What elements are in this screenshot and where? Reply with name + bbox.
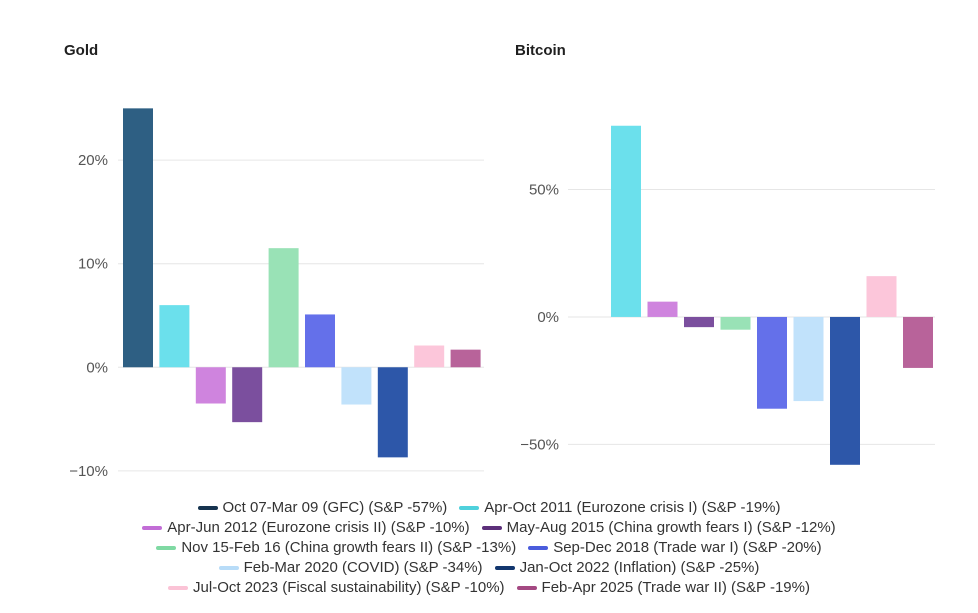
legend-item: May-Aug 2015 (China growth fears I) (S&P… <box>481 518 836 538</box>
legend-row: Feb-Mar 2020 (COVID) (S&P -34%) Jan-Oct 2… <box>0 558 978 578</box>
legend-label: Feb-Apr 2025 (Trade war II) (S&P -19%) <box>541 579 810 596</box>
bitcoin-bars <box>611 125 933 465</box>
bitcoin-bar <box>757 316 787 409</box>
legend-item: Apr-Jun 2012 (Eurozone crisis II) (S&P -… <box>142 518 470 538</box>
legend-item: Feb-Mar 2020 (COVID) (S&P -34%) <box>218 558 483 578</box>
legend-swatch <box>494 566 515 570</box>
gold-bar <box>305 314 335 368</box>
gold-bar <box>268 248 299 368</box>
legend-item: Nov 15-Feb 16 (China growth fears II) (S… <box>156 538 516 558</box>
legend-label: Apr-Oct 2011 (Eurozone crisis I) (S&P -1… <box>484 499 781 516</box>
gold-bar <box>159 305 190 368</box>
gold-y-axis: −10% 0% 10% 20% <box>69 152 108 480</box>
gold-y-tick-label: 0% <box>86 359 108 376</box>
bitcoin-bar <box>830 316 860 465</box>
bitcoin-y-axis: −50% 0% 50% <box>520 181 559 453</box>
gold-bar <box>232 367 263 423</box>
legend-swatch <box>142 526 163 530</box>
legend-label: Sep-Dec 2018 (Trade war I) (S&P -20%) <box>553 539 822 556</box>
gold-bar <box>123 108 153 368</box>
bitcoin-bar <box>611 125 641 317</box>
legend-swatch <box>528 546 549 550</box>
bitcoin-y-tick-label: −50% <box>520 436 559 453</box>
bitcoin-bar <box>866 276 897 317</box>
gold-bar <box>195 367 226 404</box>
gold-y-tick-label: 20% <box>78 152 108 169</box>
gold-gridlines <box>118 159 484 472</box>
legend-label: Oct 07-Mar 09 (GFC) (S&P -57%) <box>222 499 448 516</box>
gold-chart: Gold −10% 0% 10% 20% <box>64 42 484 480</box>
legend-item: Jul-Oct 2023 (Fiscal sustainability) (S&… <box>168 578 505 598</box>
legend-item: Jan-Oct 2022 (Inflation) (S&P -25%) <box>494 558 760 578</box>
legend-label: Feb-Mar 2020 (COVID) (S&P -34%) <box>243 559 483 576</box>
legend-row: Apr-Jun 2012 (Eurozone crisis II) (S&P -… <box>0 518 978 538</box>
gold-bar <box>341 367 372 405</box>
gold-bars <box>123 108 481 458</box>
legend-swatch <box>218 566 239 570</box>
bitcoin-bar <box>720 316 751 330</box>
legend-row: Nov 15-Feb 16 (China growth fears II) (S… <box>0 538 978 558</box>
legend-swatch <box>481 526 502 530</box>
legend-swatch <box>168 586 189 590</box>
gold-y-tick-label: 10% <box>78 256 108 273</box>
gold-bar <box>414 345 445 368</box>
bitcoin-y-tick-label: 50% <box>529 181 559 198</box>
legend-swatch <box>516 586 537 590</box>
legend-row: Jul-Oct 2023 (Fiscal sustainability) (S&… <box>0 578 978 598</box>
bitcoin-bar <box>647 301 678 317</box>
legend-row: Oct 07-Mar 09 (GFC) (S&P -57%) Apr-Oct 20… <box>0 498 978 518</box>
bitcoin-bar <box>793 316 824 402</box>
bitcoin-bar <box>684 316 714 328</box>
legend-item: Apr-Oct 2011 (Eurozone crisis I) (S&P -1… <box>459 498 781 518</box>
gold-bar <box>450 349 481 368</box>
legend-item: Feb-Apr 2025 (Trade war II) (S&P -19%) <box>516 578 810 598</box>
bitcoin-bar <box>903 316 933 368</box>
legend-swatch <box>459 506 480 510</box>
legend-swatch <box>156 546 177 550</box>
gold-y-tick-label: −10% <box>69 463 108 480</box>
chart-legend: Oct 07-Mar 09 (GFC) (S&P -57%) Apr-Oct 20… <box>0 498 978 598</box>
legend-label: Jul-Oct 2023 (Fiscal sustainability) (S&… <box>193 579 505 596</box>
legend-item: Sep-Dec 2018 (Trade war I) (S&P -20%) <box>528 538 822 558</box>
legend-item: Oct 07-Mar 09 (GFC) (S&P -57%) <box>197 498 448 518</box>
legend-label: Apr-Jun 2012 (Eurozone crisis II) (S&P -… <box>167 519 470 536</box>
legend-swatch <box>197 506 218 510</box>
legend-label: May-Aug 2015 (China growth fears I) (S&P… <box>506 519 836 536</box>
bitcoin-y-tick-label: 0% <box>537 309 559 326</box>
legend-label: Nov 15-Feb 16 (China growth fears II) (S… <box>181 539 517 556</box>
legend-label: Jan-Oct 2022 (Inflation) (S&P -25%) <box>519 559 760 576</box>
gold-bar <box>377 367 408 458</box>
gold-chart-title: Gold <box>64 42 98 59</box>
bitcoin-chart: Bitcoin −50% 0% 50% <box>515 42 935 465</box>
bitcoin-chart-title: Bitcoin <box>515 42 566 59</box>
